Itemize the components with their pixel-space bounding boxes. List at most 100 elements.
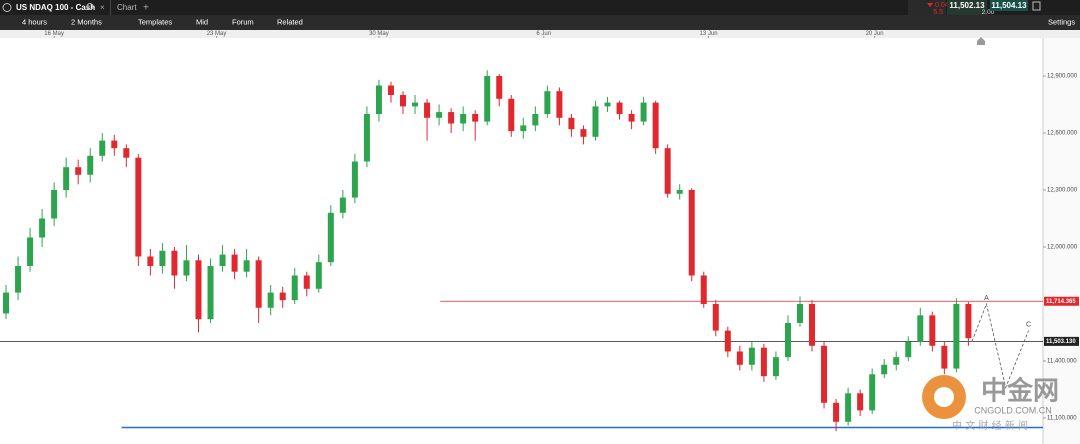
- candle-body: [724, 330, 731, 352]
- candle-body: [664, 148, 671, 194]
- toolbar: [0, 15, 1080, 30]
- candle-body: [436, 112, 443, 118]
- candle-body: [568, 117, 575, 130]
- candle-body: [255, 260, 262, 308]
- candle-body: [700, 275, 707, 304]
- candle-body: [484, 75, 491, 122]
- candle-body: [267, 292, 274, 308]
- candle-body: [87, 155, 94, 175]
- close-tab[interactable]: ×: [100, 3, 105, 12]
- candle-body: [460, 113, 467, 124]
- candle-body: [291, 275, 298, 301]
- plot: 16 May 23 May 30 May 6 Jun 13 Jun 20 Jun 11,10…: [0, 31, 1079, 432]
- y-tick-label: 12,000.000: [1047, 245, 1078, 251]
- candle-body: [231, 254, 238, 272]
- x-tick-label: 30 May: [369, 31, 389, 37]
- candle-body: [27, 237, 34, 266]
- candle-body: [784, 322, 791, 358]
- candle-body: [351, 161, 358, 198]
- candle-body: [760, 347, 767, 377]
- candle-body: [965, 303, 972, 339]
- candle-body: [327, 212, 334, 263]
- candle-body: [111, 140, 118, 149]
- candle-body: [676, 189, 683, 194]
- y-tick-label: 11,100.000: [1047, 416, 1077, 422]
- settings[interactable]: Settings: [1048, 17, 1075, 26]
- y-tick-label: 12,600.000: [1047, 131, 1078, 137]
- price-type[interactable]: Mid: [196, 17, 208, 26]
- bid[interactable]: 11,502.13: [949, 1, 985, 10]
- candle-body: [63, 167, 70, 190]
- level-label: 11,714.365: [1046, 299, 1076, 305]
- candle-body: [472, 113, 479, 122]
- candle-body: [616, 102, 623, 114]
- down-arrow: [927, 3, 933, 7]
- scroll-marker[interactable]: [977, 37, 985, 45]
- candle-body: [75, 167, 82, 175]
- candle-body: [219, 254, 226, 266]
- candle-body: [929, 315, 936, 346]
- ask[interactable]: 11,504.13: [991, 1, 1027, 10]
- candle-body: [400, 94, 407, 107]
- slogan: 中 文 财 经 新 闻: [952, 419, 1028, 432]
- candle-body: [520, 125, 527, 132]
- candle-body: [833, 402, 840, 422]
- price-axis: [1043, 38, 1080, 444]
- candle-body: [556, 91, 563, 118]
- candle-body: [544, 91, 551, 114]
- candle-body: [604, 102, 611, 107]
- x-tick-label: 16 May: [44, 31, 64, 37]
- candle-body: [123, 148, 130, 158]
- candle-body: [748, 347, 755, 365]
- level-label: 11,503.130: [1046, 339, 1076, 345]
- add-tab[interactable]: +: [143, 3, 149, 14]
- candle-body: [845, 393, 852, 422]
- candle-body: [339, 197, 346, 213]
- info-icon[interactable]: [2, 3, 12, 12]
- ask-box[interactable]: [990, 0, 1028, 11]
- related[interactable]: Related: [277, 17, 303, 26]
- search-icon[interactable]: [86, 3, 94, 10]
- candle-body: [279, 292, 286, 301]
- candle-body: [424, 102, 431, 118]
- candle-body: [375, 85, 382, 114]
- title-bar: [0, 0, 1080, 15]
- site: CNGOLD.COM.CN: [974, 405, 1052, 415]
- range[interactable]: 2 Months: [71, 17, 102, 26]
- candle-body: [387, 85, 394, 95]
- candle-body: [953, 303, 960, 369]
- candle-body: [652, 102, 659, 149]
- logo-inner: [934, 387, 954, 407]
- candle-body: [15, 265, 22, 293]
- chart-tab[interactable]: Chart: [117, 3, 137, 12]
- projection: [971, 302, 1029, 389]
- templates[interactable]: Templates: [138, 17, 172, 26]
- change-points: 5.5: [933, 9, 943, 16]
- date-bar: [0, 30, 1080, 38]
- candle-body: [857, 393, 864, 411]
- projection-label: C: [1026, 321, 1031, 328]
- candle-body: [532, 113, 539, 126]
- candle-body: [39, 218, 46, 238]
- change: 0.04%: [935, 2, 955, 9]
- candle-body: [592, 106, 599, 137]
- candle-body: [207, 265, 214, 320]
- candle-body: [147, 256, 154, 266]
- candle-body: [736, 351, 743, 365]
- candle-body: [195, 260, 202, 320]
- candle-body: [917, 315, 924, 342]
- forum[interactable]: Forum: [232, 17, 254, 26]
- candle-body: [363, 113, 370, 162]
- projection-label: A: [984, 295, 989, 302]
- x-tick-label: 13 Jun: [700, 31, 718, 37]
- interval[interactable]: 4 hours: [22, 17, 47, 26]
- candle-body: [821, 345, 828, 403]
- candle-body: [580, 129, 587, 137]
- candle-body: [3, 292, 10, 314]
- y-tick-label: 12,300.000: [1047, 188, 1078, 194]
- candle-body: [809, 303, 816, 346]
- window-icon[interactable]: [1032, 1, 1041, 11]
- bid-box[interactable]: [947, 0, 987, 15]
- instrument[interactable]: US NDAQ 100 - Cash: [16, 3, 95, 12]
